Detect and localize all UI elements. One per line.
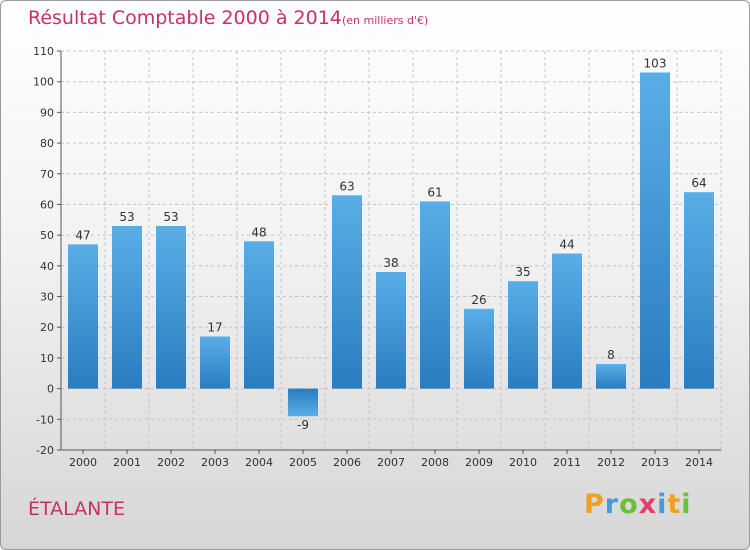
commune-name: ÉTALANTE — [28, 498, 125, 520]
proxiti-logo[interactable]: Proxiti — [584, 489, 692, 520]
data-label-2004: 48 — [251, 225, 266, 239]
x-tick-label-2011: 2011 — [553, 456, 581, 469]
y-tick-label: 70 — [40, 168, 54, 181]
y-tick-label: -10 — [36, 413, 54, 426]
bar-2000 — [68, 244, 98, 389]
data-label-2013: 103 — [644, 56, 667, 70]
bar-2002 — [156, 225, 186, 389]
bar-2003 — [200, 336, 230, 389]
y-tick-label: 60 — [40, 198, 54, 211]
data-label-2003: 17 — [207, 320, 222, 334]
x-tick-label-2012: 2012 — [597, 456, 625, 469]
chart-title: Résultat Comptable 2000 à 2014 — [28, 7, 342, 29]
data-label-2009: 26 — [471, 293, 486, 307]
data-label-2002: 53 — [163, 210, 178, 224]
bar-2012 — [596, 364, 626, 389]
y-tick-label: 0 — [47, 383, 54, 396]
y-tick-label: 80 — [40, 137, 54, 150]
y-tick-label: 110 — [33, 45, 54, 58]
y-tick-label: 10 — [40, 352, 54, 365]
y-tick-label: 100 — [33, 76, 54, 89]
x-tick-label-2014: 2014 — [685, 456, 713, 469]
bar-2009 — [464, 308, 494, 389]
y-tick-label: 50 — [40, 229, 54, 242]
data-label-2014: 64 — [691, 176, 706, 190]
x-tick-label-2009: 2009 — [465, 456, 493, 469]
x-tick-label-2004: 2004 — [245, 456, 273, 469]
y-tick-label: -20 — [36, 444, 54, 457]
x-tick-label-2008: 2008 — [421, 456, 449, 469]
bar-2004 — [244, 241, 274, 389]
x-tick-label-2010: 2010 — [509, 456, 537, 469]
bar-2008 — [420, 201, 450, 389]
x-tick-label-2007: 2007 — [377, 456, 405, 469]
data-label-2008: 61 — [427, 185, 442, 199]
x-tick-label-2005: 2005 — [289, 456, 317, 469]
bar-2013 — [640, 72, 670, 389]
bar-2007 — [376, 271, 406, 389]
bar-2005 — [288, 388, 318, 417]
y-tick-label: 30 — [40, 291, 54, 304]
bar-2001 — [112, 225, 142, 389]
bar-2006 — [332, 195, 362, 389]
x-tick-label-2001: 2001 — [113, 456, 141, 469]
x-tick-label-2002: 2002 — [157, 456, 185, 469]
x-tick-label-2000: 2000 — [69, 456, 97, 469]
data-label-2011: 44 — [559, 238, 574, 252]
bar-2014 — [684, 192, 714, 389]
data-label-2001: 53 — [119, 210, 134, 224]
y-tick-label: 20 — [40, 321, 54, 334]
x-tick-label-2013: 2013 — [641, 456, 669, 469]
bar-2011 — [552, 253, 582, 389]
y-tick-label: 90 — [40, 106, 54, 119]
x-tick-label-2006: 2006 — [333, 456, 361, 469]
y-tick-label: 40 — [40, 260, 54, 273]
x-tick-label-2003: 2003 — [201, 456, 229, 469]
data-label-2000: 47 — [75, 228, 90, 242]
chart-subtitle: (en milliers d'€) — [342, 14, 429, 27]
bar-2010 — [508, 281, 538, 389]
data-label-2007: 38 — [383, 256, 398, 270]
data-label-2010: 35 — [515, 265, 530, 279]
data-label-2012: 8 — [607, 348, 615, 362]
data-label-2006: 63 — [339, 179, 354, 193]
data-label-2005: -9 — [297, 418, 309, 432]
